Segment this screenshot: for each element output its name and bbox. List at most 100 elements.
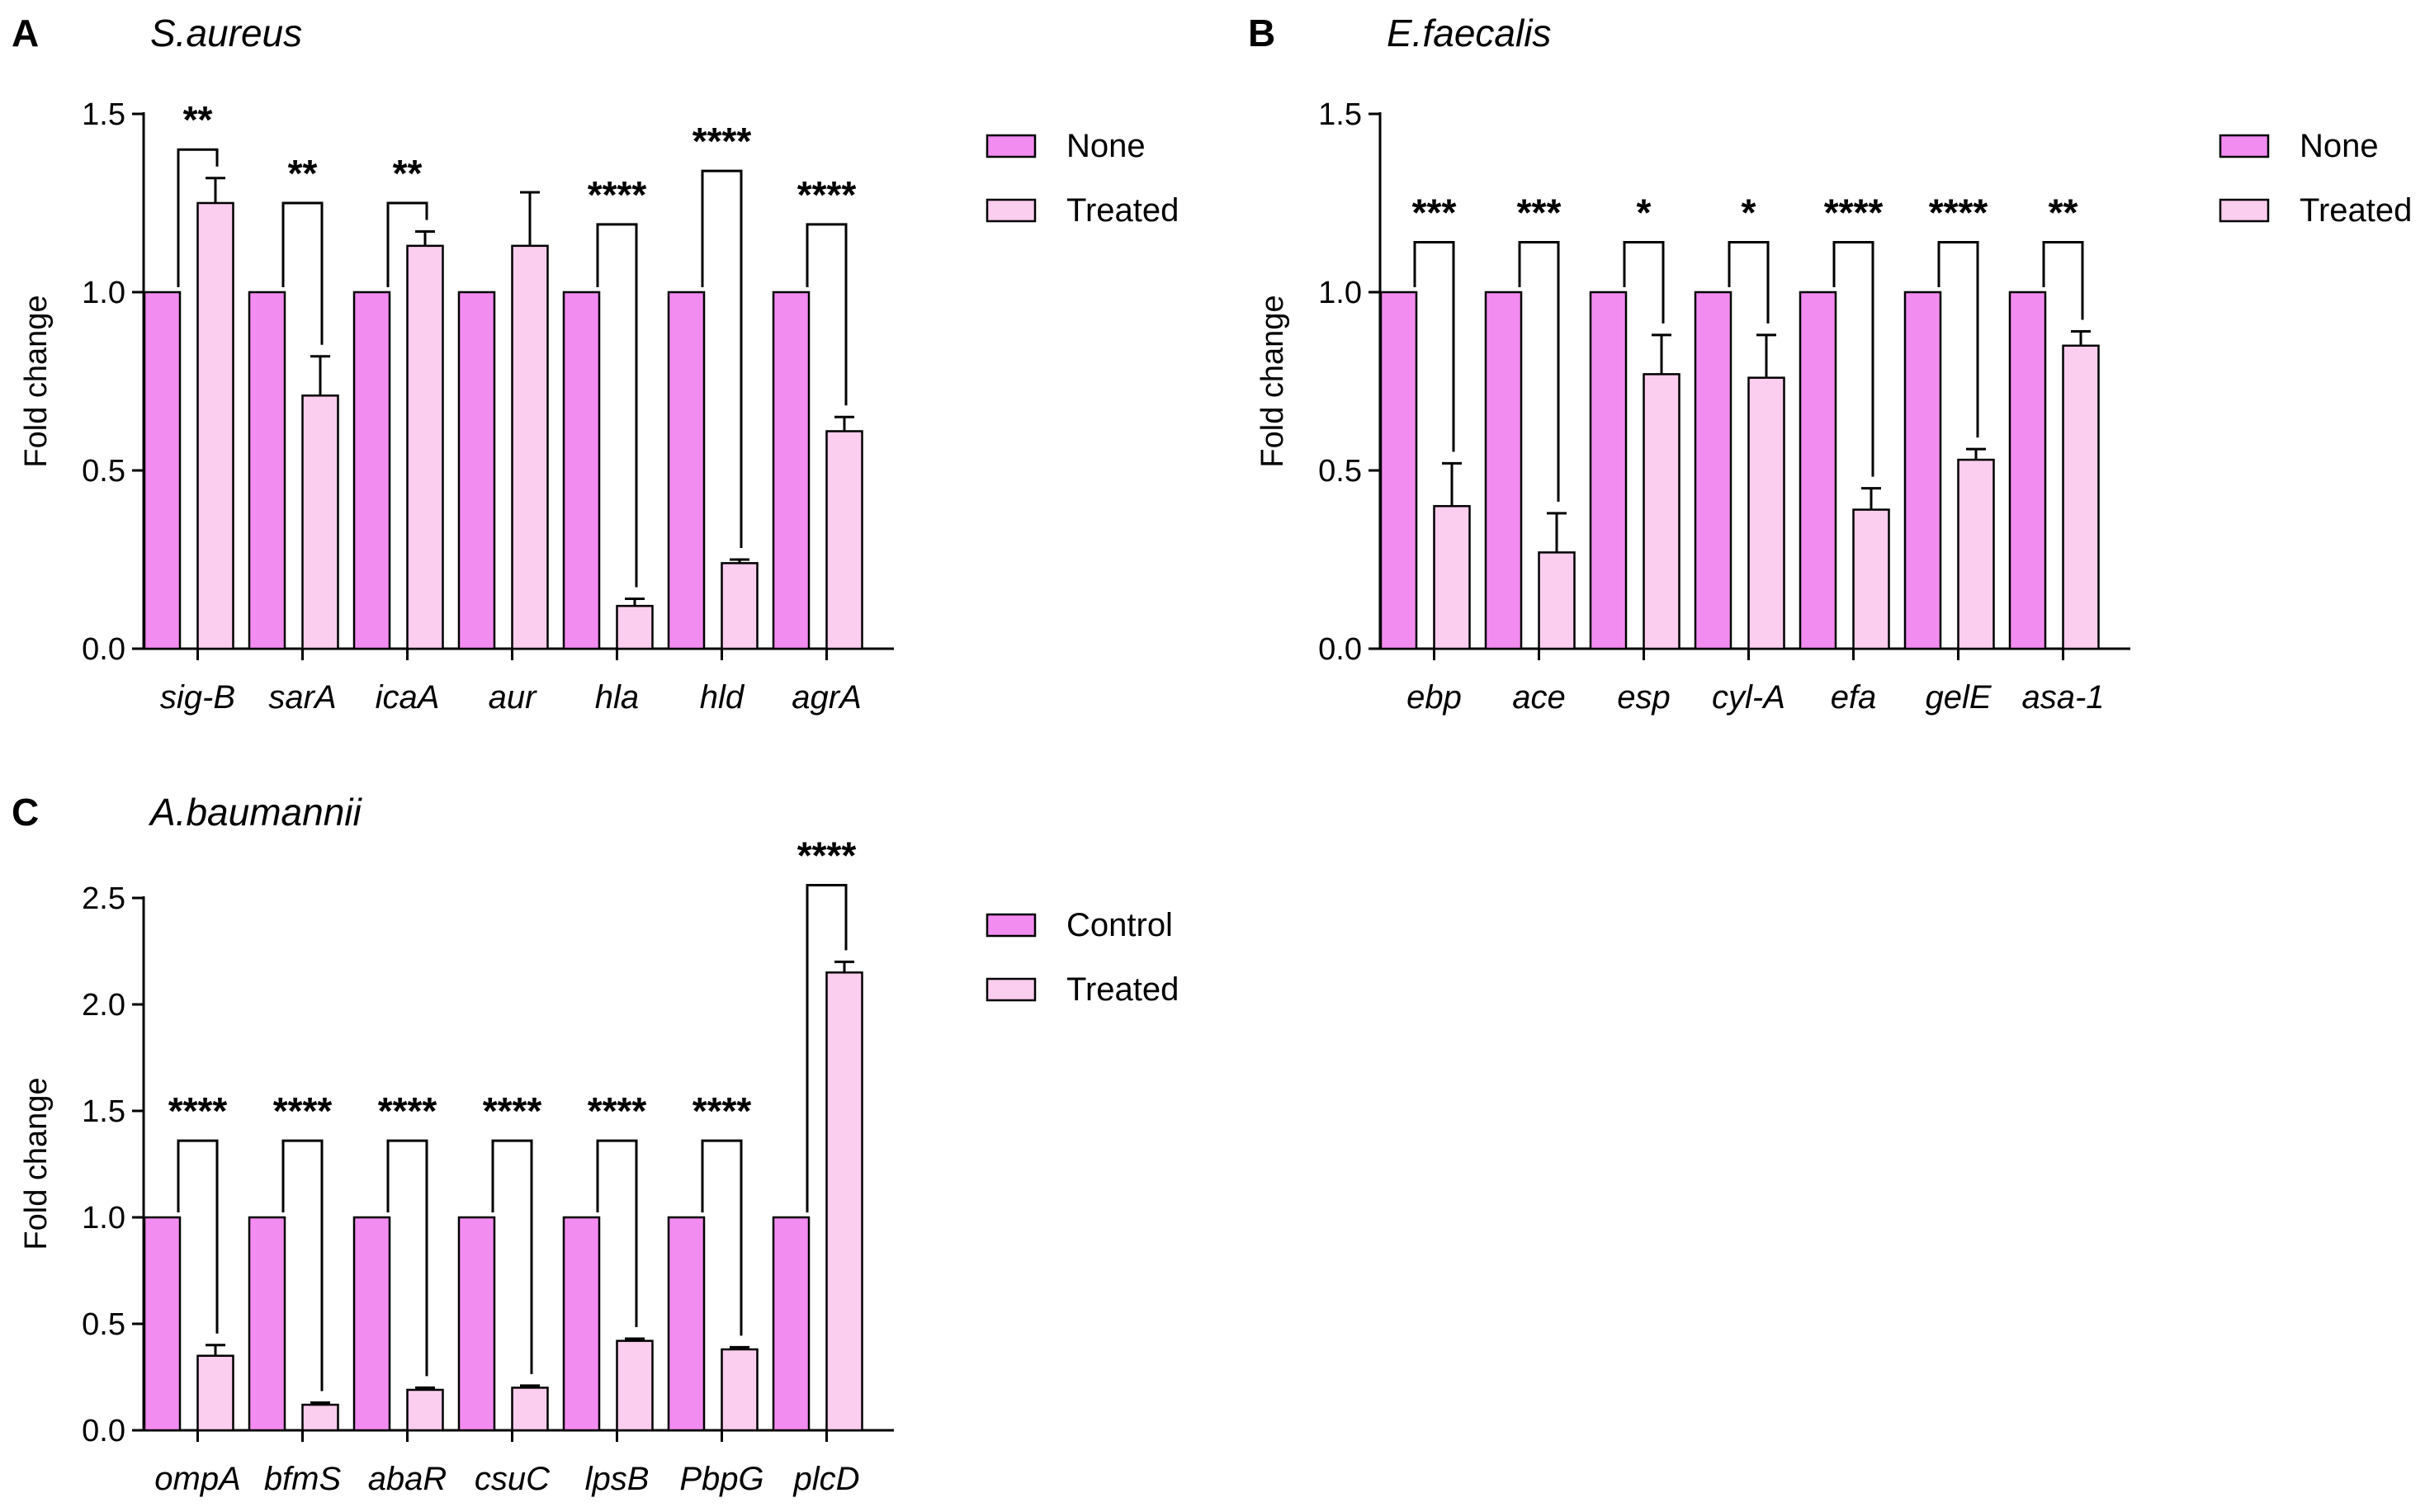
panel-c-x-tick-label-csuc: csuC: [475, 1461, 551, 1497]
panel-c-significance-bracket-lpsb: [596, 1139, 638, 1328]
panel-b-x-tick-label-ebp: ebp: [1406, 679, 1462, 716]
panel-a-x-tick-label-sara: sarA: [268, 679, 336, 716]
panel-a-x-tick-label-aur: aur: [489, 679, 537, 716]
panel-c-bar-control-abar: [352, 1216, 391, 1432]
panel-c-bar-treated-ompa: [196, 1354, 234, 1432]
panel-a-bar-none-sara: [248, 291, 286, 650]
panel-c-significance-label-bfms: ****: [273, 1089, 333, 1132]
panel-a-significance-label-hld: ****: [693, 120, 752, 163]
panel-a-staureus-chart: A S.aureus Fold change 0.0 0.5 1.0 1.5 sig-B ** s…: [12, 12, 1179, 716]
panel-a-significance-bracket-sig-b: [177, 148, 219, 287]
panel-b-x-tick-label-cyl-a: cyl-A: [1712, 679, 1785, 716]
panel-c-bar-control-ompa: [143, 1216, 182, 1432]
panel-b-bar-none-cyl-a: [1694, 291, 1732, 650]
panel-b-bar-treated-cyl-a: [1747, 376, 1785, 650]
panel-c-legend-swatch-treated: [986, 977, 1037, 1002]
panel-b-letter: B: [1248, 12, 1275, 54]
panel-c-bar-treated-pbpg: [721, 1348, 759, 1432]
panel-c-bar-treated-csuc: [511, 1387, 549, 1432]
panel-b-legend-label-treated: Treated: [2300, 192, 2412, 229]
panel-a-y-tick-label: 0.5: [82, 454, 125, 489]
panel-c-y-tick-label: 2.5: [82, 881, 125, 916]
panel-a-significance-label-hla: ****: [588, 173, 647, 216]
panel-b-x-tick-label-esp: esp: [1617, 679, 1671, 716]
panel-c-x-tick-label-ompa: ompA: [154, 1461, 241, 1497]
panel-b-x-tick-label-ace: ace: [1512, 679, 1566, 716]
panel-c-bar-treated-abar: [406, 1388, 444, 1432]
panel-a-x-tick-label-icaa: icaA: [376, 679, 440, 716]
panel-a-x-tick-label-hld: hld: [700, 679, 745, 716]
panel-b-significance-label-esp: *: [1637, 191, 1652, 234]
panel-b-y-tick-label: 1.0: [1318, 276, 1362, 310]
panel-a-significance-label-sara: **: [288, 152, 318, 195]
panel-c-bar-treated-lpsb: [616, 1340, 654, 1432]
panel-c-significance-label-csuc: ****: [483, 1089, 542, 1132]
panel-a-legend-label-none: None: [1066, 128, 1146, 164]
panel-b-bar-treated-ebp: [1433, 504, 1471, 650]
panel-a-significance-label-icaa: **: [393, 152, 423, 195]
panel-b-significance-bracket-gele: [1937, 241, 1979, 438]
panel-a-y-tick-label: 1.5: [82, 97, 125, 132]
panel-c-y-tick-label: 2.0: [82, 988, 125, 1023]
panel-b-significance-label-ace: ***: [1517, 191, 1562, 234]
panel-a-bar-treated-aur: [511, 244, 549, 650]
panel-b-legend-swatch-treated: [2219, 198, 2270, 223]
panel-c-legend-label-treated: Treated: [1066, 971, 1179, 1008]
panel-a-bar-treated-hla: [616, 604, 654, 650]
panel-a-significance-bracket-sara: [281, 201, 324, 345]
panel-b-x-tick-label-asa-1: asa-1: [2021, 679, 2104, 716]
panel-a-significance-bracket-agra: [806, 223, 848, 406]
panel-c-significance-label-ompa: ****: [168, 1089, 228, 1132]
panel-a-legend-label-treated: Treated: [1066, 192, 1179, 229]
panel-a-bar-treated-hld: [721, 562, 759, 650]
panel-a-bar-none-sig-b: [143, 291, 182, 650]
panel-c-significance-bracket-abar: [386, 1139, 428, 1377]
panel-b-bar-treated-efa: [1852, 508, 1890, 650]
panel-b-significance-label-gele: ****: [1929, 191, 1988, 234]
panel-b-bar-treated-ace: [1538, 551, 1576, 650]
panel-a-x-tick-label-sig-b: sig-B: [160, 679, 235, 716]
panel-c-bar-treated-bfms: [301, 1403, 339, 1432]
panel-a-y-tick-label: 0.0: [82, 632, 125, 667]
panel-b-legend-label-none: None: [2300, 128, 2379, 164]
panel-a-legend-swatch-treated: [986, 198, 1037, 223]
panel-c-significance-label-lpsb: ****: [588, 1089, 647, 1132]
panel-c-letter: C: [12, 791, 39, 834]
panel-c-significance-label-pbpg: ****: [693, 1089, 752, 1132]
panel-b-bar-none-gele: [1903, 291, 1942, 650]
panel-c-x-tick-label-abar: abaR: [368, 1461, 447, 1497]
panel-c-x-tick-label-lpsb: lpsB: [585, 1461, 650, 1497]
panel-b-significance-bracket-cyl-a: [1728, 241, 1770, 324]
panel-a-bar-treated-icaa: [406, 244, 444, 650]
panel-b-legend-swatch-none: [2219, 134, 2270, 158]
panel-c-bar-control-csuc: [457, 1216, 496, 1432]
panel-c-y-tick-label: 0.0: [82, 1414, 125, 1448]
panel-b-bar-treated-gele: [1957, 458, 1995, 650]
panel-a-significance-bracket-hla: [596, 223, 638, 588]
panel-b-x-tick-label-efa: efa: [1831, 679, 1877, 716]
panel-a-bar-treated-sig-b: [196, 201, 234, 650]
panel-c-title: A.baumannii: [148, 791, 362, 834]
panel-a-significance-label-agra: ****: [797, 173, 857, 216]
panel-c-bar-control-pbpg: [667, 1216, 706, 1432]
panel-c-significance-bracket-pbpg: [701, 1139, 743, 1336]
panel-a-x-tick-label-agra: agrA: [792, 679, 862, 716]
panel-c-legend-label-control: Control: [1066, 907, 1173, 943]
panel-b-bar-none-ebp: [1379, 291, 1418, 650]
panel-c-bar-control-plcd: [772, 1216, 811, 1432]
panel-c-significance-label-plcd: ****: [797, 834, 857, 877]
panel-c-significance-label-abar: ****: [378, 1089, 437, 1132]
panel-c-y-tick-label: 0.5: [82, 1307, 125, 1342]
panel-b-y-axis-label: Fold change: [1255, 295, 1290, 467]
panel-a-bar-none-aur: [457, 291, 496, 650]
panel-b-significance-label-efa: ****: [1824, 191, 1884, 234]
panel-c-significance-bracket-csuc: [491, 1139, 533, 1374]
panel-a-legend-swatch-none: [986, 134, 1037, 158]
panel-b-significance-bracket-ace: [1518, 241, 1560, 502]
panel-b-x-tick-label-gele: gelE: [1925, 679, 1992, 716]
panel-b-y-tick-label: 0.0: [1318, 632, 1362, 667]
panel-b-significance-bracket-asa-1: [2042, 241, 2084, 320]
panel-c-y-axis-label: Fold change: [19, 1077, 54, 1250]
panel-c-bar-treated-plcd: [825, 971, 863, 1432]
